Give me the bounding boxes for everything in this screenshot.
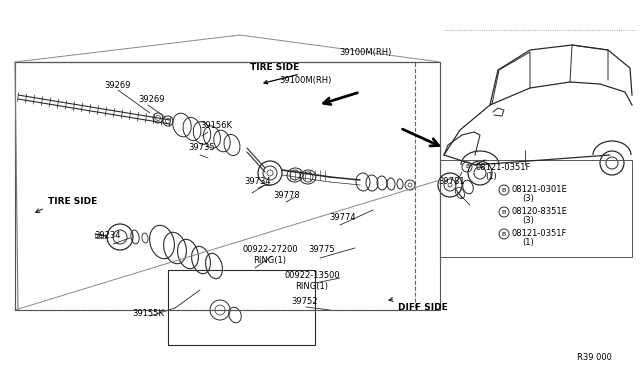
Text: 39735: 39735 [189, 144, 215, 153]
Text: 08121-0351F: 08121-0351F [512, 230, 568, 238]
Text: 39269: 39269 [105, 80, 131, 90]
Text: 08121-0351F: 08121-0351F [475, 163, 531, 171]
Text: (3): (3) [522, 195, 534, 203]
Text: 39234: 39234 [95, 231, 121, 240]
Bar [440, 160, 632, 257]
Text: 39752: 39752 [292, 298, 318, 307]
Text: 00922-27200: 00922-27200 [242, 246, 298, 254]
Text: 39156K: 39156K [200, 122, 232, 131]
Text: 08120-8351E: 08120-8351E [512, 208, 568, 217]
Text: 39778: 39778 [274, 192, 300, 201]
Text: 39781: 39781 [438, 177, 465, 186]
Text: B: B [502, 187, 506, 192]
Text: 39269: 39269 [139, 96, 165, 105]
Text: DIFF SIDE: DIFF SIDE [398, 302, 448, 311]
Text: RING(1): RING(1) [253, 256, 287, 264]
Text: B: B [502, 231, 506, 237]
Bar [15, 62, 415, 310]
Text: (1): (1) [522, 238, 534, 247]
Bar [168, 270, 315, 345]
Text: (3): (3) [522, 217, 534, 225]
Text: RING(1): RING(1) [296, 282, 328, 291]
Text: B: B [502, 209, 506, 215]
Text: 39774: 39774 [330, 214, 356, 222]
Text: R39 000: R39 000 [577, 353, 612, 362]
Text: TIRE SIDE: TIRE SIDE [48, 198, 97, 206]
Text: 39155K: 39155K [132, 308, 164, 317]
Text: 39734: 39734 [244, 177, 271, 186]
Text: TIRE SIDE: TIRE SIDE [250, 64, 300, 73]
Text: 00922-13500: 00922-13500 [284, 272, 340, 280]
Text: 39100M(RH): 39100M(RH) [339, 48, 391, 58]
Text: 08121-0301E: 08121-0301E [512, 186, 568, 195]
Text: (1): (1) [485, 171, 497, 180]
Text: B: B [465, 164, 469, 170]
Text: 39100M(RH): 39100M(RH) [279, 76, 331, 84]
Text: 39775: 39775 [308, 246, 335, 254]
